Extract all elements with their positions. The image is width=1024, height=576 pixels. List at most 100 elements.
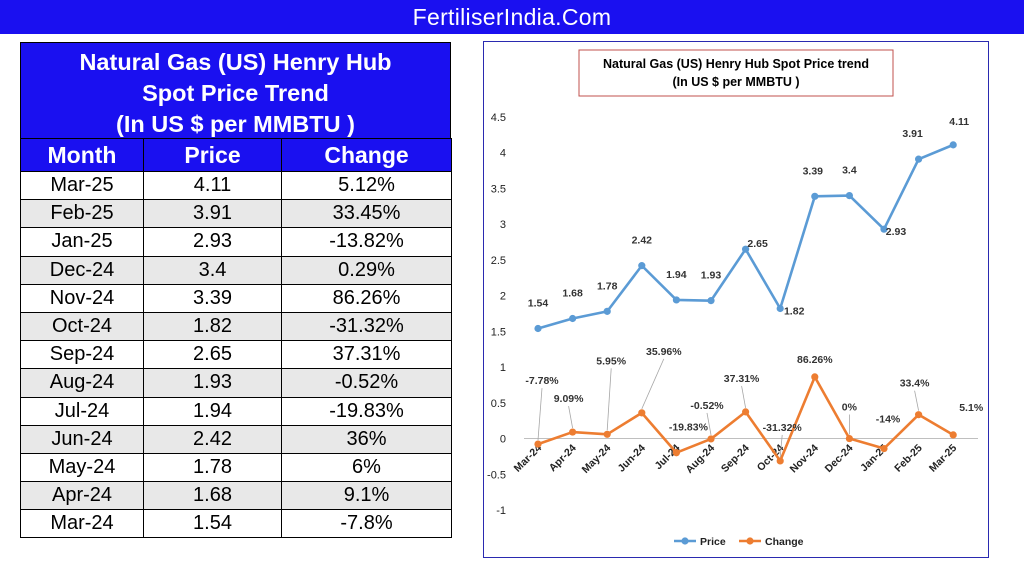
legend-marker-change — [746, 537, 754, 545]
y-tick-label: 0.5 — [491, 398, 506, 410]
table-row: Dec-24 3.4 0.29% — [20, 255, 452, 285]
data-point-change — [742, 408, 750, 416]
cell-month: Mar-25 — [20, 170, 144, 201]
data-label-change: 9.09% — [554, 393, 584, 405]
cell-change: 33.45% — [281, 199, 452, 229]
cell-price: 3.91 — [143, 199, 282, 229]
data-label-change: -19.83% — [669, 422, 709, 434]
data-label-price: 4.11 — [949, 116, 969, 128]
x-tick-label: Feb-25 — [892, 442, 925, 475]
y-tick-label: -0.5 — [487, 469, 506, 481]
data-point-price — [845, 192, 853, 200]
data-point-price — [811, 192, 819, 200]
data-label-price: 2.93 — [886, 226, 907, 238]
table-title-line-1: Natural Gas (US) Henry Hub — [79, 49, 392, 75]
table-row: Mar-24 1.54 -7.8% — [20, 509, 452, 539]
cell-change: -7.8% — [281, 509, 452, 539]
data-point-change — [672, 449, 680, 457]
x-tick-label: Jun-24 — [616, 442, 649, 475]
data-label-change: 33.4% — [900, 378, 930, 390]
leader-line — [606, 368, 612, 431]
table-row: Apr-24 1.68 9.1% — [20, 481, 452, 511]
cell-change: 9.1% — [281, 481, 452, 511]
data-point-price — [742, 245, 750, 253]
data-point-price — [707, 297, 715, 305]
cell-price: 2.42 — [143, 424, 282, 454]
table-row: Sep-24 2.65 37.31% — [20, 340, 452, 370]
cell-month: Aug-24 — [20, 368, 144, 398]
table-title-line-3: (In US $ per MMBTU ) — [116, 111, 355, 137]
price-table-panel: Natural Gas (US) Henry Hub Spot Price Tr… — [20, 42, 452, 539]
x-tick-label: Jul-24 — [653, 442, 683, 472]
data-point-price — [638, 262, 646, 270]
data-label-price: 2.42 — [632, 235, 653, 247]
data-label-price: 1.78 — [597, 280, 618, 292]
y-tick-label: -1 — [496, 505, 506, 517]
cell-price: 2.65 — [143, 340, 282, 370]
price-table: Month Price Change Mar-25 4.11 5.12% Feb-2… — [20, 138, 452, 539]
chart-panel: Natural Gas (US) Henry Hub Spot Price tr… — [483, 41, 989, 558]
data-point-change — [638, 409, 646, 417]
data-label-price: 1.54 — [528, 298, 549, 310]
y-tick-label: 2.5 — [491, 255, 506, 267]
leader-line — [537, 388, 543, 441]
leader-line — [641, 358, 665, 410]
data-point-price — [569, 314, 577, 323]
cell-price: 3.4 — [143, 255, 282, 285]
x-tick-label: Mar-25 — [927, 442, 960, 475]
x-tick-label: Apr-24 — [547, 442, 579, 474]
y-tick-label: 2 — [500, 291, 506, 303]
data-point-change — [534, 440, 542, 448]
x-tick-label: Sep-24 — [719, 442, 752, 475]
legend-label-price: Price — [700, 536, 726, 548]
cell-change: -13.82% — [281, 227, 452, 257]
cell-price: 1.78 — [143, 452, 282, 483]
table-title-line-2: Spot Price Trend — [142, 80, 329, 106]
table-row: Oct-24 1.82 -31.32% — [20, 311, 452, 342]
legend-marker-price — [681, 537, 689, 545]
cell-price: 1.93 — [143, 368, 282, 398]
cell-change: 36% — [281, 424, 452, 454]
cell-change: 86.26% — [281, 283, 452, 313]
data-label-price: 1.94 — [666, 269, 687, 281]
data-point-change — [569, 428, 577, 436]
cell-month: Dec-24 — [20, 255, 144, 285]
data-point-change — [845, 434, 853, 443]
y-tick-label: 4.5 — [491, 112, 506, 124]
data-point-change — [949, 431, 957, 439]
data-point-price — [534, 324, 542, 333]
data-point-price — [949, 141, 957, 149]
data-point-change — [880, 444, 888, 453]
data-point-change — [603, 430, 611, 438]
chart-title-box — [578, 49, 894, 97]
table-title: Natural Gas (US) Henry Hub Spot Price Tr… — [20, 42, 451, 138]
cell-month: May-24 — [20, 452, 144, 483]
data-point-change — [811, 373, 819, 381]
y-tick-label: 1.5 — [491, 326, 506, 338]
data-label-change: -0.52% — [690, 400, 724, 412]
legend-label-change: Change — [765, 536, 804, 548]
data-label-price: 1.68 — [562, 288, 583, 300]
line-chart: Natural Gas (US) Henry Hub Spot Price tr… — [487, 49, 984, 548]
column-header-price: Price — [143, 138, 282, 172]
cell-price: 1.54 — [143, 509, 282, 539]
cell-change: 37.31% — [281, 340, 452, 370]
cell-price: 3.39 — [143, 283, 282, 313]
data-label-price: 3.4 — [842, 165, 857, 177]
cell-month: Apr-24 — [20, 481, 144, 511]
cell-month: Feb-25 — [20, 199, 144, 229]
cell-price: 1.94 — [143, 396, 282, 426]
data-label-price: 3.91 — [902, 128, 923, 140]
leader-line — [741, 385, 746, 408]
data-label-price: 2.65 — [747, 238, 768, 250]
column-header-month: Month — [20, 138, 144, 172]
x-tick-label: Nov-24 — [788, 442, 821, 475]
cell-month: Jan-25 — [20, 227, 144, 257]
data-label-change: 5.95% — [596, 355, 626, 367]
cell-month: Oct-24 — [20, 311, 144, 342]
leader-line — [568, 405, 573, 429]
table-row: Feb-25 3.91 33.45% — [20, 199, 452, 229]
y-tick-label: 3 — [500, 219, 506, 231]
data-point-change — [707, 435, 715, 443]
table-row: Jan-25 2.93 -13.82% — [20, 227, 452, 257]
